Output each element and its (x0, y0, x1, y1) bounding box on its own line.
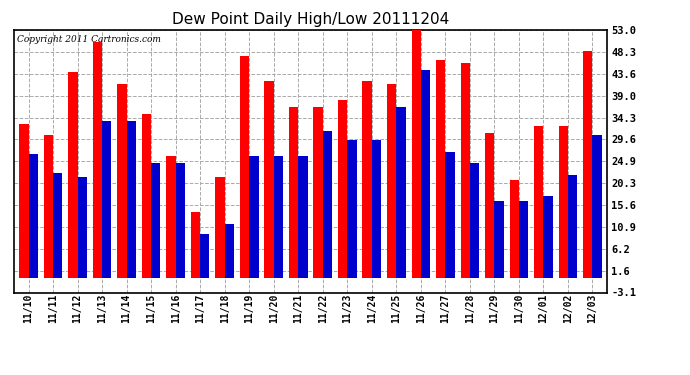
Bar (470, 164, 479, 278)
Bar (92, 42, 102, 278)
Bar (534, 126, 544, 278)
Bar (510, 180, 519, 278)
Bar (19, 124, 28, 278)
Bar (568, 175, 578, 278)
Bar (460, 63, 470, 278)
Bar (485, 133, 495, 278)
Bar (28, 154, 38, 278)
Bar (289, 107, 298, 278)
Bar (68, 72, 77, 278)
Bar (249, 156, 259, 278)
Bar (372, 140, 381, 278)
Bar (102, 121, 111, 278)
Bar (421, 70, 430, 278)
Bar (200, 234, 210, 278)
Bar (225, 224, 234, 278)
Bar (436, 60, 445, 278)
Bar (495, 201, 504, 278)
Bar (274, 156, 283, 278)
Bar (593, 135, 602, 278)
Bar (142, 114, 151, 278)
Bar (126, 121, 136, 278)
Bar (411, 30, 421, 278)
Bar (117, 84, 126, 278)
Bar (215, 177, 225, 278)
Bar (347, 140, 357, 278)
Bar (240, 56, 249, 278)
Bar (445, 152, 455, 278)
Bar (151, 164, 161, 278)
Bar (77, 177, 87, 278)
Bar (519, 201, 529, 278)
Bar (323, 130, 332, 278)
Bar (544, 196, 553, 278)
Bar (396, 107, 406, 278)
Bar (264, 81, 274, 278)
Bar (362, 81, 372, 278)
Title: Dew Point Daily High/Low 20111204: Dew Point Daily High/Low 20111204 (172, 12, 449, 27)
Bar (387, 84, 396, 278)
Bar (583, 51, 593, 278)
Bar (53, 173, 62, 278)
Bar (43, 135, 53, 278)
Text: Copyright 2011 Cartronics.com: Copyright 2011 Cartronics.com (17, 35, 161, 44)
Bar (338, 100, 347, 278)
Bar (313, 107, 323, 278)
Bar (191, 213, 200, 278)
Bar (298, 156, 308, 278)
Bar (166, 156, 176, 278)
Bar (176, 164, 185, 278)
Bar (559, 126, 568, 278)
